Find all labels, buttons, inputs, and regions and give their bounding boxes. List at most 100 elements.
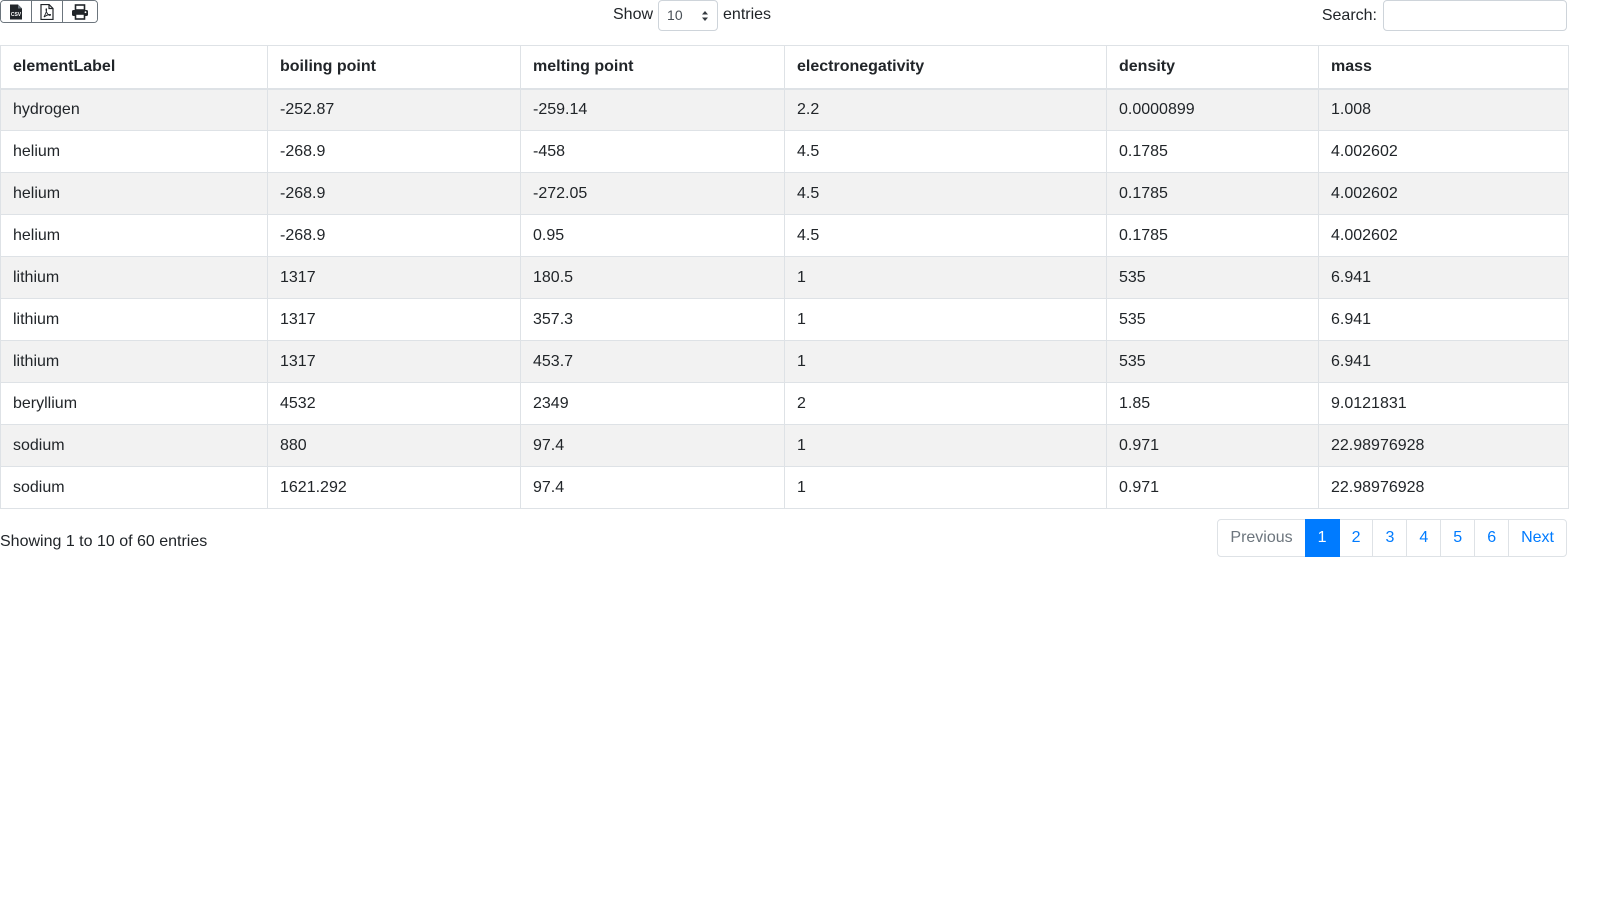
table-cell: -268.9 [267,214,521,257]
table-row: lithium 1317 357.3 1 535 6.941 [0,298,1569,341]
column-header-mass[interactable]: mass [1318,45,1569,90]
table-cell: 9.0121831 [1318,382,1569,425]
page-length-select[interactable]: 10 [658,0,719,31]
table-cell: sodium [0,466,268,509]
table-cell: 357.3 [520,298,785,341]
csv-export-button[interactable]: CSV [1,1,32,22]
csv-icon-label: CSV [11,12,22,18]
length-prefix-label: Show [613,6,654,23]
table-cell: sodium [0,424,268,467]
table-cell: lithium [0,256,268,299]
column-header-melting-point[interactable]: melting point [520,45,785,90]
length-suffix-label: entries [723,6,772,23]
table-cell: 4.5 [784,172,1107,215]
table-cell: 4.5 [784,130,1107,173]
table-cell: 1.85 [1106,382,1319,425]
table-cell: 22.98976928 [1318,424,1569,467]
table-row: helium -268.9 -458 4.5 0.1785 4.002602 [0,130,1569,173]
page-button-1[interactable]: 1 [1304,519,1340,557]
column-header-electronegativity[interactable]: electronegativity [784,45,1107,90]
table-row: sodium 1621.292 97.4 1 0.971 22.98976928 [0,466,1569,509]
table-cell: 535 [1106,340,1319,383]
search-control: Search: [1322,0,1567,31]
table-cell: 4.002602 [1318,214,1569,257]
select-caret-icon [702,10,709,21]
table-cell: -272.05 [520,172,785,215]
next-page-button[interactable]: Next [1508,519,1567,557]
table-cell: -268.9 [267,130,521,173]
table-cell: beryllium [0,382,268,425]
data-table: elementLabel boiling point melting point… [0,45,1569,509]
table-row: helium -268.9 -272.05 4.5 0.1785 4.002602 [0,172,1569,215]
table-cell: 0.95 [520,214,785,257]
table-cell: 2349 [520,382,785,425]
table-cell: 4.5 [784,214,1107,257]
pdf-export-button[interactable] [32,1,63,22]
table-cell: 1 [784,424,1107,467]
table-cell: 535 [1106,256,1319,299]
page-button-2[interactable]: 2 [1338,519,1374,557]
table-cell: 0.1785 [1106,214,1319,257]
page-button-5[interactable]: 5 [1440,519,1476,557]
table-body: hydrogen -252.87 -259.14 2.2 0.0000899 1.008 h… [0,88,1569,509]
table-header-row: elementLabel boiling point melting point… [0,45,1569,90]
export-button-group: CSV [0,0,98,23]
table-cell: 6.941 [1318,340,1569,383]
table-row: helium -268.9 0.95 4.5 0.1785 4.002602 [0,214,1569,257]
page-button-3[interactable]: 3 [1372,519,1408,557]
page-button-4[interactable]: 4 [1406,519,1442,557]
table-cell: 1317 [267,298,521,341]
table-cell: 1621.292 [267,466,521,509]
column-header-density[interactable]: density [1106,45,1319,90]
csv-file-icon: CSV [10,4,22,19]
table-row: beryllium 4532 2349 2 1.85 9.0121831 [0,382,1569,425]
table-cell: 4.002602 [1318,172,1569,215]
column-header-boiling-point[interactable]: boiling point [267,45,521,90]
table-cell: -268.9 [267,172,521,215]
table-cell: hydrogen [0,88,268,131]
table-cell: 1 [784,340,1107,383]
table-cell: 1 [784,256,1107,299]
search-input[interactable] [1383,0,1567,31]
pdf-file-icon [40,3,54,20]
table-cell: 453.7 [520,340,785,383]
table-cell: -252.87 [267,88,521,131]
table-cell: 1317 [267,256,521,299]
table-cell: helium [0,130,268,173]
table-cell: -259.14 [520,88,785,131]
page-button-6[interactable]: 6 [1474,519,1510,557]
table-cell: 6.941 [1318,256,1569,299]
table-cell: 2.2 [784,88,1107,131]
table-cell: 4.002602 [1318,130,1569,173]
search-label: Search: [1321,6,1377,24]
table-cell: 0.971 [1106,466,1319,509]
table-cell: 1317 [267,340,521,383]
page-length-control: Show 10 entries [613,0,772,31]
table-cell: 2 [784,382,1107,425]
table-cell: helium [0,214,268,257]
table-cell: 180.5 [520,256,785,299]
table-cell: 0.1785 [1106,172,1319,215]
table-cell: 0.0000899 [1106,88,1319,131]
table-cell: 1 [784,298,1107,341]
table-row: sodium 880 97.4 1 0.971 22.98976928 [0,424,1569,467]
printer-icon [72,3,88,20]
table-cell: 97.4 [520,466,785,509]
table-cell: helium [0,172,268,215]
table-cell: 880 [267,424,521,467]
table-row: lithium 1317 453.7 1 535 6.941 [0,340,1569,383]
previous-page-button[interactable]: Previous [1217,519,1306,557]
table-cell: 22.98976928 [1318,466,1569,509]
table-cell: lithium [0,298,268,341]
table-cell: 0.1785 [1106,130,1319,173]
table-info: Showing 1 to 10 of 60 entries [0,533,208,550]
print-button[interactable] [63,1,97,22]
table-cell: 0.971 [1106,424,1319,467]
table-cell: 6.941 [1318,298,1569,341]
table-cell: 535 [1106,298,1319,341]
table-cell: lithium [0,340,268,383]
table-cell: 97.4 [520,424,785,467]
table-row: hydrogen -252.87 -259.14 2.2 0.0000899 1.008 [0,88,1569,131]
column-header-element-label[interactable]: elementLabel [0,45,268,90]
